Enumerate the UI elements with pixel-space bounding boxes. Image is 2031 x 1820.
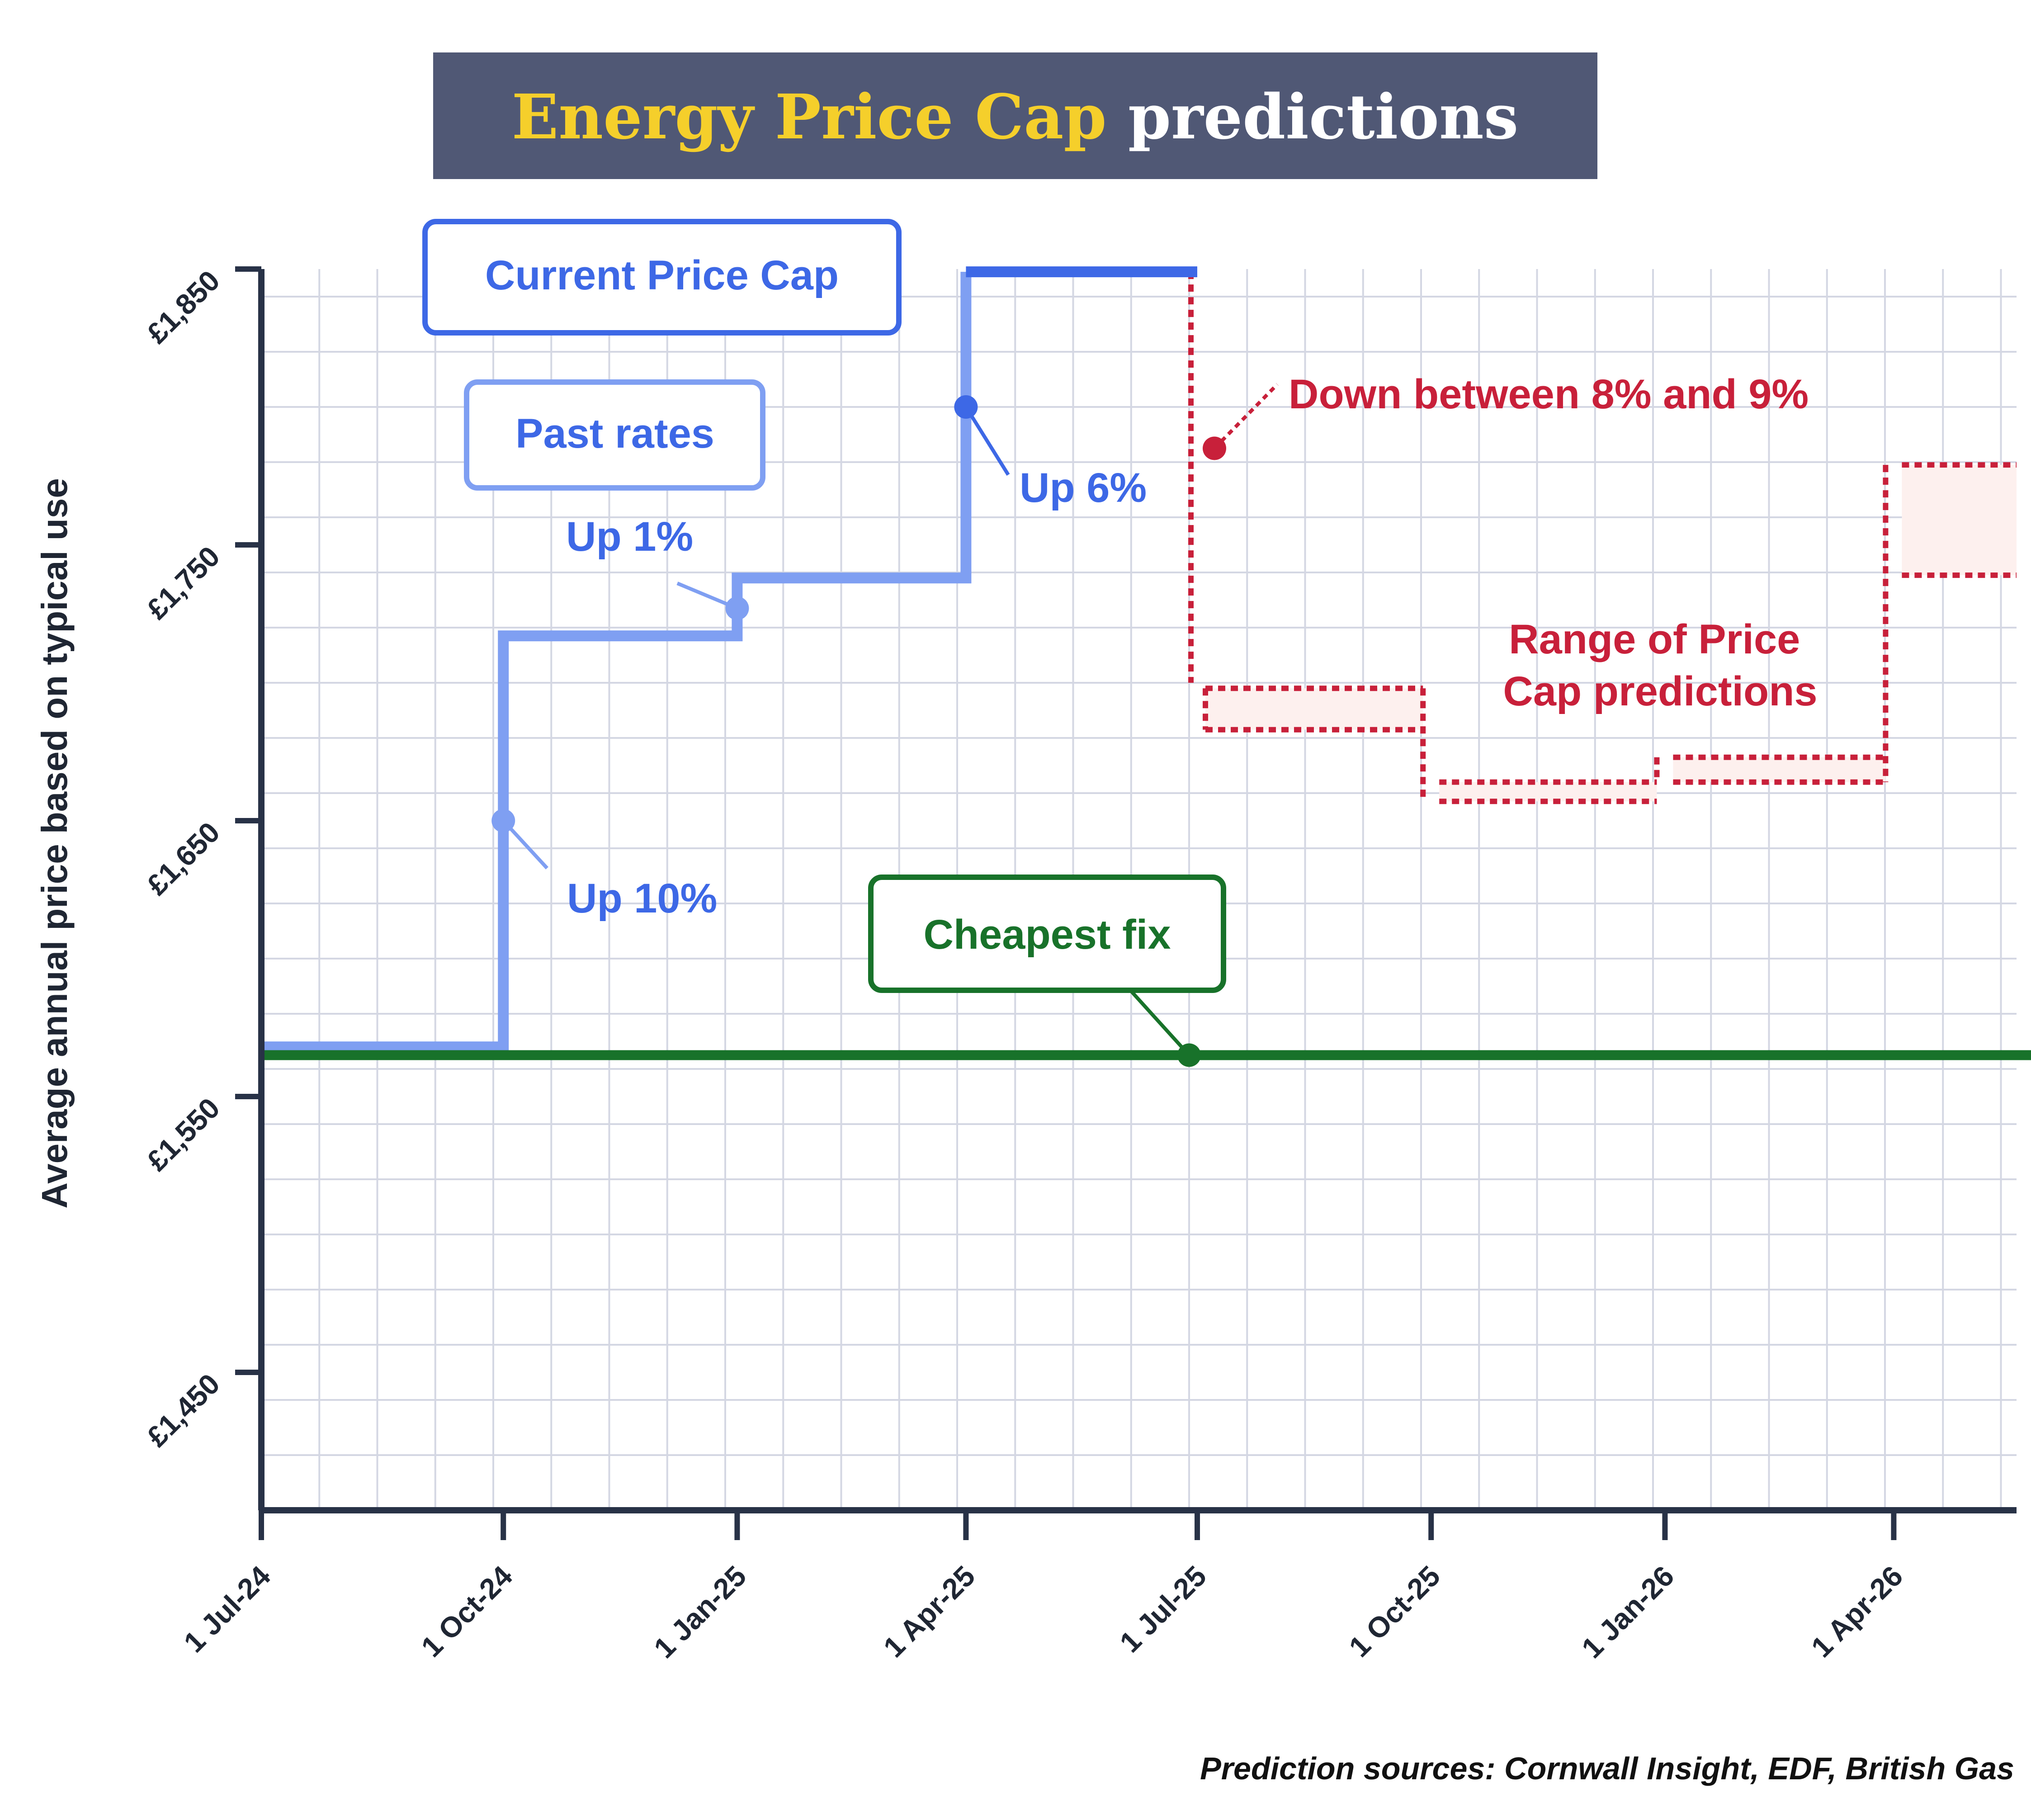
series [261,266,2031,1060]
x-tick-label-6: 1 Jan-26 [1575,1560,1680,1664]
annotation-up-10-label: Up 10% [567,875,717,922]
legend-cheapest-fix: Cheapest fix [868,875,1226,993]
source-note: Prediction sources: Cornwall Insight, ED… [1200,1751,2014,1786]
prediction-range-1 [1439,782,1657,802]
axes [258,269,2017,1513]
x-tick-label-3: 1 Apr-25 [877,1560,981,1664]
prediction-range-3 [1902,465,2017,576]
cheapest-fix-dot [1177,1043,1201,1067]
annotation-up-6-label: Up 6% [1020,465,1147,511]
annotation-up-10-dot [491,809,515,832]
y-axis-title: Average annual price based on typical us… [34,478,75,1208]
legend-current-price-cap: Current Price Cap [422,219,902,336]
y-tick-label-0: £1,450 [141,1367,226,1453]
range-label-line1: Range of Price [1509,616,1800,662]
x-tick-label-5: 1 Oct-25 [1343,1560,1447,1664]
y-tick-label-3: £1,750 [141,540,226,625]
prediction-range-2 [1673,757,1886,782]
y-tick-label-2: £1,650 [141,816,226,901]
series-past-rates [261,272,972,1053]
x-tick-label-2: 1 Jan-25 [647,1560,752,1664]
legend-current-label: Current Price Cap [485,252,839,298]
prediction-ranges [1188,272,2017,804]
annotation-down-leader [1213,383,1279,450]
title-rest: predictions [1107,81,1519,153]
annotation-down-dot [1203,436,1226,460]
prediction-range-0 [1205,688,1423,730]
y-tick-label-1: £1,550 [141,1092,226,1177]
legend-past-label: Past rates [515,411,714,457]
x-tick-label-1: 1 Oct-24 [415,1560,519,1664]
annotation-up-6-dot [954,395,978,419]
annotation-down-label: Down between 8% and 9% [1289,371,1809,417]
cheapest-fix-label: Cheapest fix [923,912,1171,958]
annotation-up-1-dot [725,596,749,620]
annotation-up-1-label: Up 1% [566,514,693,560]
title-highlight: Energy Price Cap [512,81,1107,153]
legend-past-rates: Past rates [464,379,765,491]
cheapest-fix-leader [1129,989,1190,1057]
title-banner [433,52,1597,179]
y-tick-label-4: £1,850 [141,264,226,350]
x-tick-label-4: 1 Jul-25 [1113,1560,1212,1659]
annotations: Up 10% Up 1% Up 6% Down between 8% and 9% [491,371,1809,1067]
range-label-line2: Cap predictions [1503,668,1817,714]
chart-title: Energy Price Cap predictions [512,81,1519,153]
x-tick-label-7: 1 Apr-26 [1805,1560,1909,1664]
x-tick-label-0: 1 Jul-24 [177,1560,277,1659]
annotation-up-6-leader [964,406,1010,476]
range-label: Range of Price Cap predictions [1503,616,1817,714]
